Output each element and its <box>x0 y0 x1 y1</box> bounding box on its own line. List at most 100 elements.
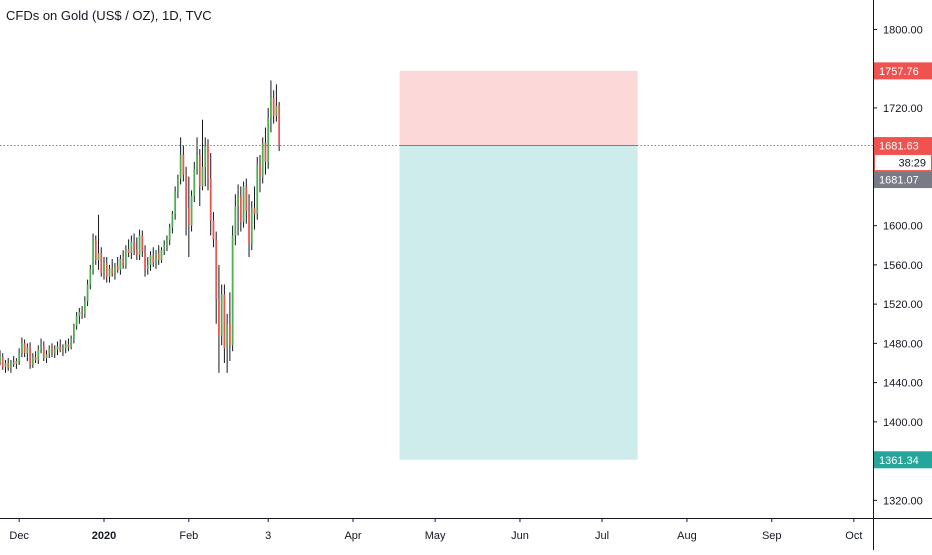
candle-body <box>234 206 237 236</box>
candle <box>56 341 59 356</box>
candle-body <box>103 262 105 273</box>
candle-body <box>187 207 190 226</box>
candle <box>267 107 270 169</box>
candle <box>174 186 177 220</box>
x-tick-label: May <box>425 530 446 542</box>
candle-body <box>245 186 248 211</box>
candle <box>190 190 193 232</box>
candle-body <box>29 347 31 365</box>
candle <box>152 247 155 267</box>
candle-body <box>182 155 185 175</box>
current-price-tag: 1681.63 <box>874 137 932 155</box>
candle-body <box>248 210 250 244</box>
candle <box>149 251 152 271</box>
candle <box>155 250 157 269</box>
candle-body <box>152 255 155 263</box>
candle <box>160 247 163 263</box>
candle <box>163 240 166 256</box>
candle-body <box>48 348 51 355</box>
candle <box>176 174 179 199</box>
candle <box>135 237 138 260</box>
candle <box>105 257 108 283</box>
y-tick-label: 1440.00 <box>883 378 923 390</box>
y-tick-label: 1400.00 <box>883 417 923 429</box>
candle <box>228 292 231 362</box>
stop-loss-zone[interactable] <box>399 70 638 146</box>
y-tick-label: 1320.00 <box>883 495 923 507</box>
candle <box>89 264 92 290</box>
candle-body <box>261 143 264 177</box>
candle <box>12 356 15 367</box>
candle-body <box>42 346 45 359</box>
candle <box>157 245 160 265</box>
x-tick-label: Aug <box>677 530 697 542</box>
candle-body <box>207 145 209 179</box>
candle-body <box>124 249 127 265</box>
candle-body <box>256 164 259 214</box>
candle-body <box>272 98 275 116</box>
candle-body <box>94 240 97 260</box>
candle-body <box>21 343 23 354</box>
candle-body <box>163 245 166 251</box>
candle-body <box>185 174 187 208</box>
position-zones <box>399 70 638 460</box>
candle-body <box>209 178 212 221</box>
candle-body <box>204 145 207 167</box>
candle-body <box>67 344 70 348</box>
candle <box>250 201 253 251</box>
candle <box>62 344 64 357</box>
candle <box>67 338 70 352</box>
candle <box>64 340 67 354</box>
candle-body <box>10 362 12 368</box>
candle <box>73 323 75 344</box>
candle <box>83 296 86 318</box>
candle <box>94 235 97 265</box>
candle-body <box>138 235 141 256</box>
candle <box>259 155 261 193</box>
candle <box>168 223 171 246</box>
profit-target-zone[interactable] <box>399 145 638 460</box>
candle-body <box>141 235 144 252</box>
candle-body <box>264 143 267 162</box>
stop-price-tag: 1757.76 <box>874 62 932 80</box>
candle-body <box>53 349 56 354</box>
candle-body <box>130 241 133 254</box>
x-tick-label: 2020 <box>92 530 116 542</box>
candle <box>92 233 94 275</box>
x-tick-label: 3 <box>265 530 271 542</box>
low-price-tag: 1681.07 <box>874 171 932 189</box>
candle-body <box>226 323 229 349</box>
candle-body <box>196 155 198 169</box>
candle-body <box>18 353 21 362</box>
candle <box>270 80 272 133</box>
candle-body <box>83 301 86 314</box>
candle-body <box>105 262 108 277</box>
candle <box>100 247 103 277</box>
y-tick-label: 1560.00 <box>883 260 923 272</box>
candle-body <box>51 348 53 354</box>
candle-body <box>259 164 261 177</box>
candle <box>81 306 83 319</box>
target-price-tag-label: 1361.34 <box>879 455 919 467</box>
price-tags: 1757.76 1681.63 38:29 1681.07 1361.34 <box>874 62 932 469</box>
candle <box>207 139 209 191</box>
candle-body <box>155 253 157 263</box>
candle <box>53 345 56 359</box>
candle <box>23 339 26 358</box>
candle <box>166 235 168 252</box>
countdown-tag: 38:29 <box>874 154 932 172</box>
candle-body <box>133 241 135 251</box>
candle-body <box>267 117 270 162</box>
candle-body <box>59 346 62 351</box>
candle <box>130 235 133 259</box>
candle <box>119 255 122 275</box>
current-price-tag-bg <box>874 137 932 155</box>
candle-body <box>231 235 234 346</box>
candle <box>146 257 149 275</box>
candle-body <box>174 191 177 214</box>
y-tick-label: 1800.00 <box>883 24 923 36</box>
candle-body <box>242 186 245 222</box>
